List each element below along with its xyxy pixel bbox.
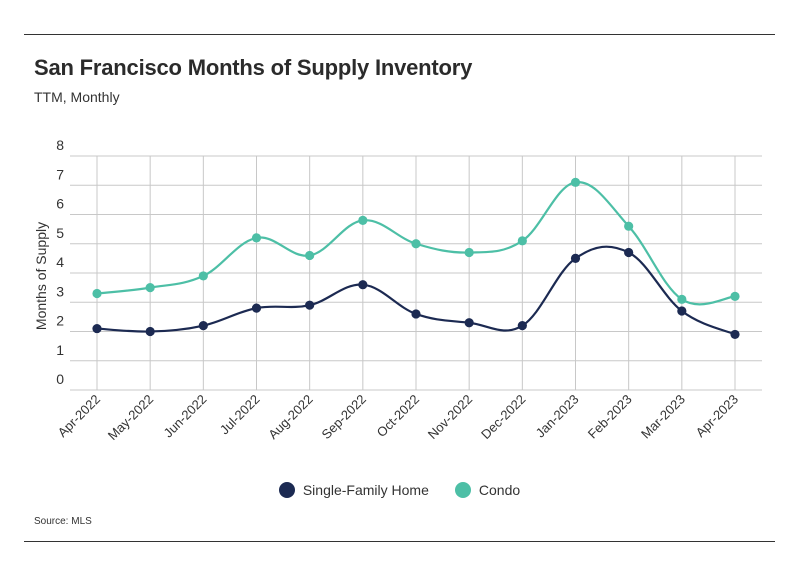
data-point-condo [411, 239, 421, 249]
data-point-single-family-home [730, 329, 740, 340]
data-point-single-family-home [677, 306, 687, 316]
y-tick-label: 2 [56, 313, 64, 329]
x-tick-label: May-2022 [105, 392, 156, 443]
legend-swatch-condo [454, 482, 471, 498]
data-point-single-family-home [145, 326, 155, 337]
y-tick-label: 3 [56, 283, 64, 299]
data-point-single-family-home [570, 253, 581, 263]
data-point-condo [624, 221, 634, 231]
legend-item-single-family: Single-Family Home [278, 482, 429, 498]
bottom-rule [24, 541, 775, 542]
top-rule [24, 34, 775, 35]
x-tick-label: Jul-2022 [217, 392, 263, 438]
y-tick-label: 7 [56, 166, 64, 182]
data-point-condo [677, 294, 687, 304]
legend-label-single-family: Single-Family Home [302, 482, 429, 498]
data-point-condo [251, 233, 262, 243]
chart-subtitle: TTM, Monthly [34, 89, 120, 105]
data-point-single-family-home [305, 300, 315, 310]
legend-swatch-single-family [278, 482, 295, 498]
data-point-condo [198, 271, 208, 281]
x-tick-label: Apr-2022 [55, 392, 103, 440]
source-note: Source: MLS [34, 516, 92, 527]
y-tick-label: 0 [56, 371, 64, 387]
x-tick-label: Nov-2022 [425, 392, 475, 442]
x-tick-label: Oct-2022 [374, 392, 422, 440]
x-tick-label: Sep-2022 [318, 392, 368, 442]
x-tick-label: Apr-2023 [693, 392, 741, 440]
chart-legend: Single-Family Home Condo [0, 482, 799, 498]
y-tick-label: 6 [56, 196, 64, 212]
data-point-condo [358, 215, 368, 225]
x-tick-label: Jan-2023 [533, 392, 582, 441]
line-chart: 0 1 2 3 4 5 6 7 8 Apr-2022 May-2022 Jun-2022 Jul-202… [33, 137, 762, 443]
data-point-condo [730, 291, 740, 301]
data-point-single-family-home [411, 309, 421, 319]
data-point-condo [305, 250, 315, 261]
y-tick-label: 4 [56, 254, 64, 270]
data-point-single-family-home [624, 247, 634, 258]
data-point-condo [570, 177, 581, 187]
data-point-single-family-home [358, 280, 368, 290]
y-tick-label: 8 [56, 137, 64, 153]
data-point-condo [517, 236, 527, 246]
chart-title: San Francisco Months of Supply Inventory [34, 55, 473, 80]
legend-label-condo: Condo [478, 482, 521, 498]
data-point-single-family-home [517, 321, 527, 331]
x-tick-label: Mar-2023 [638, 392, 688, 442]
data-point-condo [145, 283, 155, 293]
data-point-condo [92, 288, 102, 299]
x-tick-label: Aug-2022 [265, 392, 315, 442]
legend-item-condo: Condo [454, 482, 521, 498]
data-point-single-family-home [92, 323, 102, 334]
y-tick-label: 1 [56, 342, 64, 358]
data-point-single-family-home [464, 318, 474, 328]
x-tick-label: Feb-2023 [585, 392, 635, 442]
x-tick-label: Dec-2022 [478, 392, 528, 442]
x-tick-label: Jun-2022 [161, 392, 210, 441]
y-axis-label: Months of Supply [33, 222, 49, 330]
data-point-single-family-home [198, 321, 208, 331]
y-tick-label: 5 [56, 225, 64, 241]
data-point-condo [464, 247, 474, 258]
data-point-single-family-home [251, 303, 262, 313]
